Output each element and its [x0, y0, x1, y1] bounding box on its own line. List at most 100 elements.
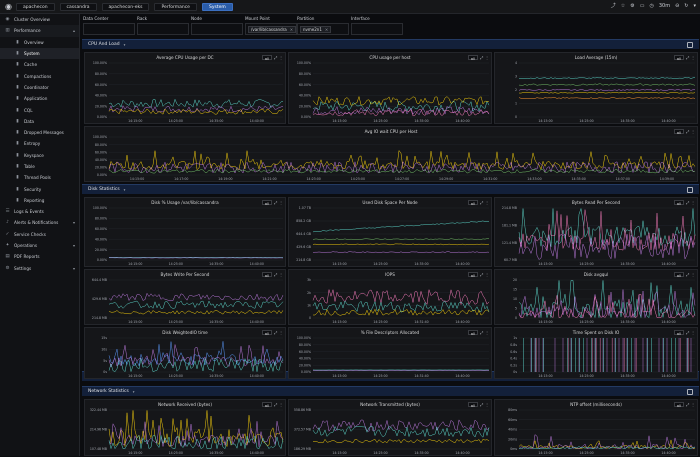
chevron-down-icon[interactable]: ▾ [73, 266, 75, 271]
sidebar-item-cluster-overview[interactable]: ◉Cluster Overview [0, 14, 79, 25]
chevron-down-icon[interactable]: ▾ [73, 220, 75, 225]
sidebar-item-logs-events[interactable]: ☰Logs & Events [0, 206, 79, 217]
sidebar-item-alerts-notifications[interactable]: ♪Alerts & Notifications▾ [0, 217, 79, 228]
breadcrumb-item[interactable]: cassandra [60, 3, 97, 11]
variable-select[interactable] [137, 23, 189, 35]
sidebar-item-thread-pools[interactable]: ▮Thread Pools [0, 172, 79, 183]
series-line [313, 244, 489, 245]
share-icon[interactable]: ⤴ [611, 2, 616, 9]
chevron-down-icon[interactable]: ▾ [133, 390, 135, 394]
panel-plot: 100.00%80.00%60.00%40.00%20.00%0.00%14:1… [85, 198, 287, 268]
x-tick-label: 14:15:00 [128, 451, 142, 455]
sidebar-item-service-checks[interactable]: ✓Service Checks [0, 229, 79, 240]
chevron-up-icon[interactable]: ▴ [73, 28, 75, 33]
sidebar-item-performance[interactable]: ▥Performance▴ [0, 25, 79, 36]
panel-network-transmitted-bytes[interactable]: Network Transmitted (bytes)all⤢⋮558.86 M… [288, 399, 492, 456]
breadcrumb-item[interactable]: apachecon [16, 3, 55, 11]
breadcrumb-item[interactable]: apachecon-eks [102, 3, 150, 11]
x-tick-label: 14:25:00 [373, 374, 387, 378]
chevron-down-icon[interactable]: ▾ [124, 43, 126, 47]
sidebar-item-overview[interactable]: ▮Overview [0, 37, 79, 48]
edit-icon[interactable] [687, 42, 693, 48]
sidebar-item-security[interactable]: ▮Security [0, 183, 79, 194]
sidebar-item-cql[interactable]: ▮CQL [0, 104, 79, 115]
y-tick-label: 100.00% [297, 61, 311, 65]
variable-chip[interactable]: /var/lib/cassandra× [248, 26, 296, 33]
sidebar-item-compactions[interactable]: ▮Compactions [0, 70, 79, 81]
sidebar-item-table[interactable]: ▮Table [0, 161, 79, 172]
chevron-down-icon[interactable]: ▾ [73, 243, 75, 248]
close-icon[interactable]: × [290, 27, 293, 32]
series-line [313, 439, 489, 443]
monitor-icon[interactable]: ▭ [640, 3, 645, 9]
x-tick-label: 14:25:00 [373, 451, 387, 455]
zoom-out-icon[interactable]: ⊖ [675, 3, 679, 9]
variable-select[interactable] [191, 23, 243, 35]
breadcrumb-item[interactable]: System [202, 3, 233, 11]
sidebar-item-operations[interactable]: ✦Operations▾ [0, 240, 79, 251]
edit-icon[interactable] [687, 187, 693, 193]
ops-icon: ✦ [4, 243, 11, 248]
y-tick-label: 80.00% [95, 217, 107, 221]
clock-icon[interactable]: ◷ [649, 3, 653, 9]
breadcrumb-item[interactable]: Performance [154, 3, 197, 11]
y-tick-label: 3 [515, 75, 517, 79]
grafana-home-icon[interactable]: ◉ [4, 2, 13, 11]
sidebar-item-reporting[interactable]: ▮Reporting [0, 195, 79, 206]
variable-select[interactable] [351, 23, 403, 35]
refresh-icon[interactable]: ↻ [684, 3, 688, 9]
refresh-interval[interactable]: 30m [659, 3, 670, 9]
row-network-statistics[interactable]: Network Statistics▾ [82, 386, 699, 396]
row-title: Disk Statistics [88, 187, 120, 192]
row-disk-statistics[interactable]: Disk Statistics ▾ [82, 184, 699, 194]
y-tick-label: 2 [515, 88, 517, 92]
cluster-icon: ◉ [4, 17, 11, 22]
bar-icon: ▮ [14, 141, 21, 146]
sidebar-item-entropy[interactable]: ▮Entropy [0, 138, 79, 149]
series-line [313, 239, 489, 240]
variable-label: Interface [351, 16, 403, 22]
series-line [109, 301, 283, 309]
sidebar-item-system[interactable]: ▮System [0, 48, 79, 59]
sidebar-item-coordinator[interactable]: ▮Coordinator [0, 82, 79, 93]
sidebar-item-cache[interactable]: ▮Cache [0, 59, 79, 70]
sidebar-item-settings[interactable]: ⚙Settings▾ [0, 263, 79, 274]
variable-select[interactable] [83, 23, 135, 35]
chevron-down-icon[interactable]: ▾ [124, 188, 126, 192]
sidebar-item-pdf-reports[interactable]: ▤PDF Reports [0, 251, 79, 262]
y-tick-label: 60.00% [299, 83, 311, 87]
x-tick-label: 14:15:00 [130, 177, 144, 181]
sidebar-item-data[interactable]: ▮Data [0, 116, 79, 127]
close-icon[interactable]: × [325, 27, 328, 32]
y-tick-label: 20.00% [95, 248, 107, 252]
row-cpu-and-load[interactable]: CPU And Load▾ [82, 39, 699, 49]
sidebar-item-application[interactable]: ▮Application [0, 93, 79, 104]
y-tick-label: 60.7 MB [504, 258, 517, 262]
settings-icon[interactable]: ⚙ [630, 3, 634, 9]
series-line [109, 151, 695, 170]
edit-icon[interactable] [687, 389, 693, 395]
sidebar-item-keyspace[interactable]: ▮Keyspace [0, 150, 79, 161]
x-tick-label: 14:15:00 [128, 374, 142, 378]
sidebar-item-dropped-messages[interactable]: ▮Dropped Messages [0, 127, 79, 138]
chevron-down-icon[interactable]: ▾ [693, 3, 696, 9]
variable-chip[interactable]: nvme2n1× [300, 26, 331, 33]
bookmark-icon[interactable]: ☆ [621, 3, 625, 9]
variable-select[interactable]: /var/lib/cassandra× [245, 23, 297, 35]
variable-select[interactable]: nvme2n1× [297, 23, 349, 35]
